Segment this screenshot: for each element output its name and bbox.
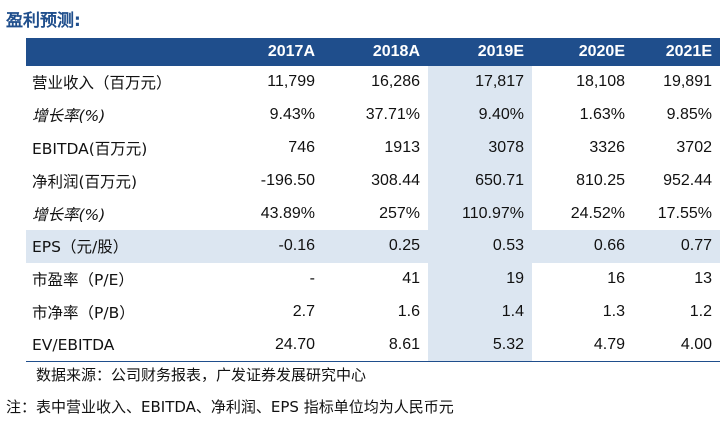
table-row: EBITDA(百万元) 746 1913 3078 3326 3702 [26, 131, 720, 165]
row-label: 增长率(%) [32, 205, 106, 224]
table-cell: 19,891 [663, 73, 712, 91]
table-cell: 3326 [589, 138, 625, 156]
profit-forecast-table: 2017A 2018A 2019E 2020E 2021E 营业收入（百万元） … [26, 38, 720, 363]
table-cell: 16,286 [371, 73, 420, 91]
header-cell-2020e: 2020E [532, 38, 633, 66]
row-label: EBITDA(百万元) [32, 139, 148, 158]
table-cell: 1.63% [579, 106, 625, 124]
table-cell: 1913 [384, 138, 420, 156]
table-cell: 1.3 [602, 302, 625, 320]
table-cell: 19 [428, 262, 532, 296]
table-cell: 1.4 [428, 295, 532, 329]
table-row: 净利润(百万元) -196.50 308.44 650.71 810.25 95… [26, 164, 720, 198]
table-cell: 952.44 [663, 171, 712, 189]
table-row: 营业收入（百万元） 11,799 16,286 17,817 18,108 19… [26, 66, 720, 99]
table-cell: 110.97% [428, 197, 532, 230]
table-cell: 9.85% [666, 106, 712, 124]
table-row: 市净率（P/B） 2.7 1.6 1.4 1.3 1.2 [26, 295, 720, 329]
table-cell: 5.32 [428, 328, 532, 363]
table-cell: 0.25 [323, 229, 428, 263]
row-label: 市净率（P/B） [32, 303, 135, 322]
table-row: 市盈率（P/E） - 41 19 16 13 [26, 262, 720, 296]
table-cell: 810.25 [576, 171, 625, 189]
table-cell: 257% [379, 204, 420, 222]
page-title: 盈利预测: [6, 11, 81, 31]
row-label: 增长率(%) [32, 107, 106, 126]
table-cell: 3078 [428, 131, 532, 165]
table-cell: 41 [402, 270, 420, 288]
table-row: 增长率(%) 9.43% 37.71% 9.40% 1.63% 9.85% [26, 98, 720, 132]
table-cell: 24.70 [210, 328, 323, 363]
row-label: EPS（元/股） [26, 229, 210, 263]
table-cell: 13 [694, 270, 712, 288]
table-row: 增长率(%) 43.89% 257% 110.97% 24.52% 17.55% [26, 197, 720, 230]
header-cell-2021e: 2021E [633, 38, 720, 66]
table-cell: 1.2 [689, 302, 712, 320]
table-cell: 8.61 [323, 328, 428, 363]
table-row: EV/EBITDA 24.70 8.61 5.32 4.79 4.00 [26, 328, 720, 363]
header-cell-2019e: 2019E [428, 38, 532, 66]
table-header-row: 2017A 2018A 2019E 2020E 2021E [26, 38, 720, 66]
table-cell: 0.77 [633, 229, 720, 263]
header-cell-2018a: 2018A [323, 38, 428, 66]
header-cell-label [26, 38, 210, 66]
table-cell: 2.7 [292, 302, 315, 320]
table-row-eps: EPS（元/股） -0.16 0.25 0.53 0.66 0.77 [26, 229, 720, 263]
table-cell: 17,817 [428, 66, 532, 99]
table-cell: 11,799 [267, 73, 315, 91]
table-cell: -0.16 [210, 229, 323, 263]
row-label: 营业收入（百万元） [32, 74, 172, 93]
table-cell: 4.79 [532, 328, 633, 363]
table-cell: 9.40% [428, 98, 532, 132]
table-cell: 308.44 [371, 171, 420, 189]
footnote-text: 注：表中营业收入、EBITDA、净利润、EPS 指标单位均为人民币元 [6, 398, 454, 416]
row-label: 市盈率（P/E） [32, 271, 134, 290]
table-cell: -196.50 [260, 171, 315, 189]
table-cell: - [309, 270, 315, 288]
table-cell: 9.43% [269, 106, 315, 124]
table-cell: 1.6 [397, 302, 420, 320]
row-label: 净利润(百万元) [32, 172, 138, 191]
table-cell: 4.00 [633, 328, 720, 363]
table-cell: 18,108 [576, 73, 625, 91]
table-cell: 650.71 [428, 164, 532, 198]
table-cell: 746 [288, 138, 315, 156]
table-cell: 24.52% [570, 204, 625, 222]
table-cell: 3702 [676, 138, 712, 156]
data-source-text: 数据来源：公司财务报表，广发证券发展研究中心 [36, 366, 367, 384]
table-cell: 17.55% [657, 204, 712, 222]
table-cell: 16 [607, 270, 625, 288]
table-cell: 43.89% [260, 204, 315, 222]
table-cell: 0.53 [428, 229, 532, 263]
header-cell-2017a: 2017A [210, 38, 323, 66]
table-cell: 37.71% [365, 106, 420, 124]
row-label: EV/EBITDA [26, 328, 210, 363]
table-cell: 0.66 [532, 229, 633, 263]
